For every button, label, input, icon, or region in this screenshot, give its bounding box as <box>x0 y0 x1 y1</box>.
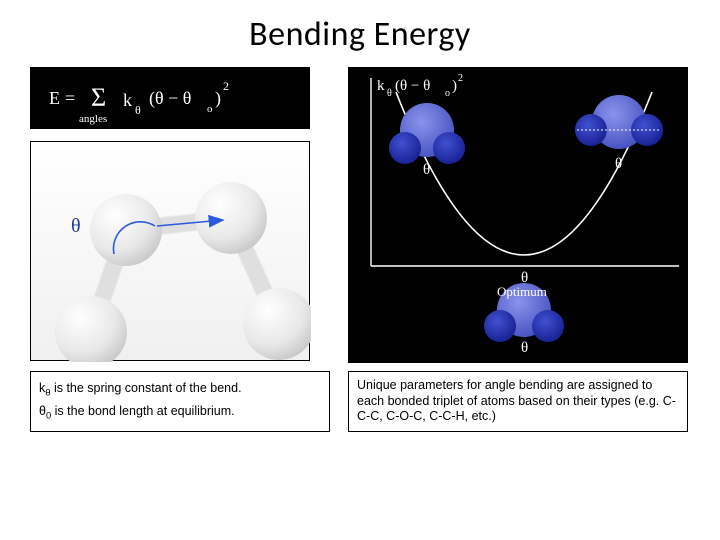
atom-4 <box>243 288 311 360</box>
svg-text:o: o <box>445 88 450 99</box>
formula-k-sub: θ <box>135 103 141 117</box>
molecule-top-right <box>575 95 663 149</box>
svg-text:2: 2 <box>458 73 463 84</box>
formula-E: E <box>49 88 60 108</box>
note-line-1: kθ is the spring constant of the bend. <box>39 378 321 401</box>
formula-pow: 2 <box>223 79 229 93</box>
formula-open: (θ − θ <box>149 88 191 109</box>
svg-text:(θ − θ: (θ − θ <box>395 78 430 94</box>
formula-close-sub: o <box>207 103 213 115</box>
note-spring-constant: kθ is the spring constant of the bend. θ… <box>30 371 330 432</box>
atom-3 <box>195 182 267 254</box>
ball-stick-diagram: θ <box>30 141 310 361</box>
sigma-icon: Σ <box>91 83 106 112</box>
formula-sum-label: angles <box>79 113 107 125</box>
x-axis-optimum: Optimum <box>497 284 547 299</box>
formula-eq: = <box>65 88 75 108</box>
molecule-top-left <box>389 103 465 164</box>
formula-k: k <box>123 90 132 110</box>
atom-2 <box>90 194 162 266</box>
page-title: Bending Energy <box>0 0 720 55</box>
svg-text:θ: θ <box>387 88 392 99</box>
formula-close: ) <box>215 88 221 109</box>
theta-mark-1: θ <box>423 162 430 178</box>
potential-energy-chart: θ θ θ k θ (θ − θ o <box>348 67 688 363</box>
formula-svg: E = Σ angles k θ (θ − θ o ) 2 <box>31 68 311 130</box>
note-unique-params: Unique parameters for angle bending are … <box>348 371 688 432</box>
y-axis-label: k θ (θ − θ o ) 2 <box>377 73 463 99</box>
svg-text:k: k <box>377 78 385 94</box>
right-column: θ θ θ k θ (θ − θ o <box>348 67 688 363</box>
left-column: E = Σ angles k θ (θ − θ o ) 2 <box>30 67 330 363</box>
svg-text:): ) <box>452 78 457 94</box>
atom-1 <box>55 296 127 362</box>
theta-label: θ <box>71 215 81 237</box>
note-line-2: θ0 is the bond length at equilibrium. <box>39 401 321 424</box>
ball-stick-svg: θ <box>31 142 311 362</box>
content-row: E = Σ angles k θ (θ − θ o ) 2 <box>0 55 720 363</box>
potential-svg: θ θ θ k θ (θ − θ o <box>349 68 689 364</box>
formula-panel: E = Σ angles k θ (θ − θ o ) 2 <box>30 67 310 129</box>
theta-mark-3: θ <box>521 340 528 356</box>
footer-row: kθ is the spring constant of the bend. θ… <box>0 363 720 432</box>
theta-mark-2: θ <box>615 156 622 172</box>
